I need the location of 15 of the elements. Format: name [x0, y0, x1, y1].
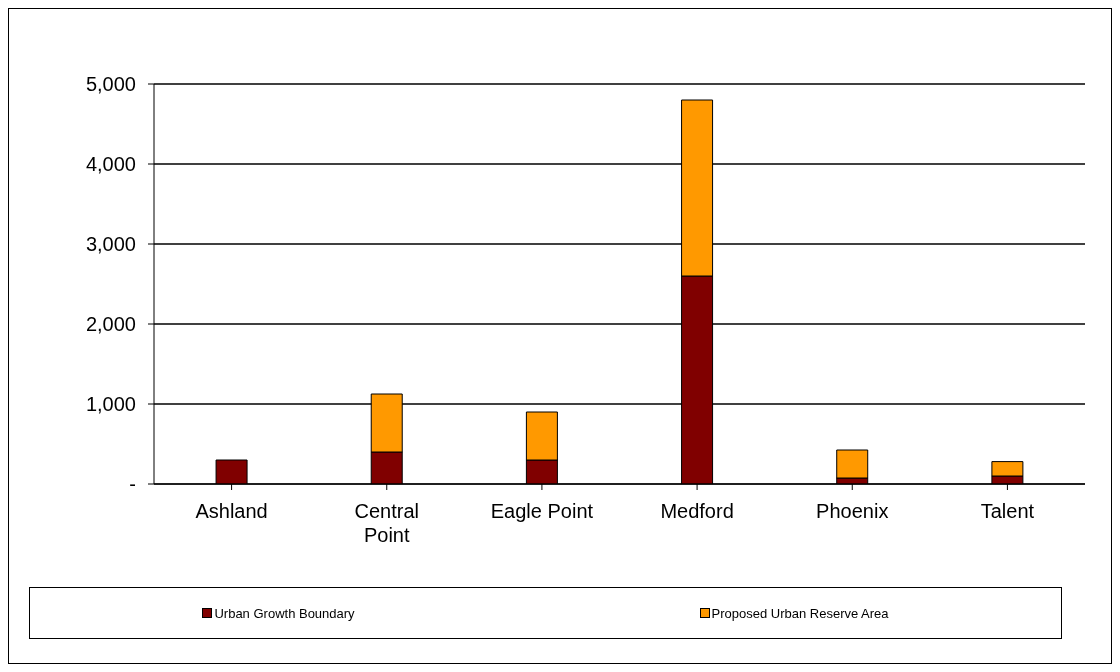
y-tick-label: 4,000: [85, 153, 136, 176]
x-tick-label: Ashland: [195, 500, 268, 522]
y-tick-label: 1,000: [85, 393, 136, 416]
y-tick-label: 2,000: [85, 313, 136, 336]
x-tick-label: Central Point: [354, 500, 419, 546]
x-tick-label: Eagle Point: [490, 500, 594, 522]
bar: [836, 449, 869, 479]
legend-label: Proposed Urban Reserve Area: [710, 605, 889, 621]
y-tick-label: 3,000: [85, 233, 136, 256]
legend-label: Urban Growth Boundary: [213, 605, 355, 621]
y-tick-label: -: [129, 473, 136, 496]
y-tick-label: 5,000: [85, 73, 136, 96]
x-tick-label: Medford: [660, 500, 734, 522]
x-tick-label: Phoenix: [816, 500, 889, 522]
x-tick-label: Talent: [980, 500, 1035, 522]
